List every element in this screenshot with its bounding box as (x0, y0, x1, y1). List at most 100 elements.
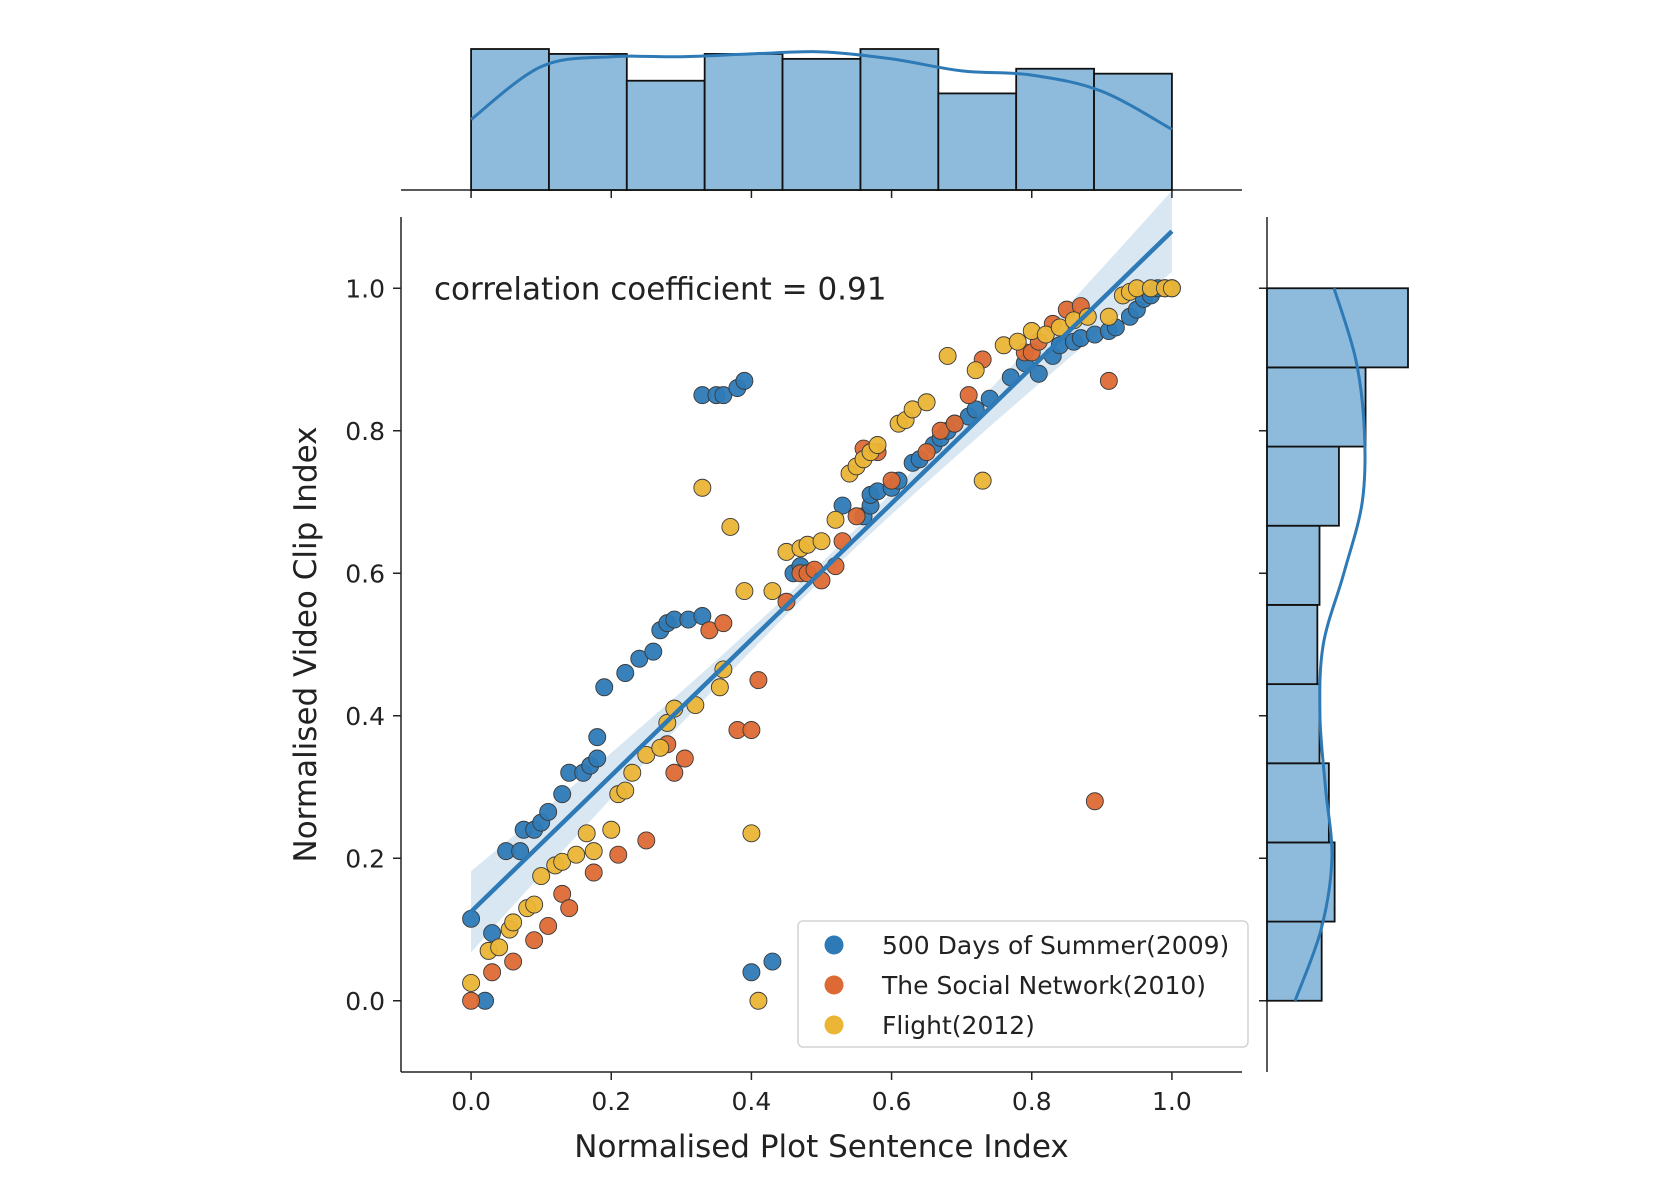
data-point (973, 471, 992, 490)
data-point (826, 510, 845, 529)
data-point (882, 471, 901, 490)
data-point (749, 991, 768, 1010)
data-point (1029, 364, 1048, 383)
data-point (651, 738, 670, 757)
data-point (1050, 318, 1069, 337)
x-tick-label: 0.4 (732, 1087, 772, 1116)
data-point (966, 361, 985, 380)
right-marginal-histogram (1259, 217, 1409, 1072)
data-point (763, 952, 782, 971)
legend-label: Flight(2012) (882, 1011, 1035, 1040)
data-point (483, 924, 502, 943)
y-tick-label: 1.0 (345, 274, 385, 303)
top-kde-curve (470, 50, 1173, 131)
data-point (710, 678, 729, 697)
data-point (693, 607, 712, 625)
data-point (588, 728, 607, 747)
y-tick-label: 0.2 (345, 844, 385, 873)
data-point (616, 664, 635, 682)
data-point (644, 642, 663, 661)
data-point (735, 582, 754, 601)
data-point (595, 678, 614, 697)
data-point (700, 621, 719, 640)
data-point (675, 749, 694, 768)
data-point (553, 852, 572, 871)
data-point (665, 763, 684, 782)
data-point (637, 831, 656, 850)
right-kde-curve (1293, 287, 1367, 1002)
right-histogram-bar (1266, 524, 1321, 606)
y-axis-label: Normalised Video Clip Index (288, 427, 324, 863)
data-point (616, 781, 635, 800)
legend-label: 500 Days of Summer(2009) (882, 931, 1229, 960)
x-tick-label: 0.6 (872, 1087, 912, 1116)
data-point (1162, 279, 1181, 298)
legend-marker (824, 1015, 844, 1035)
data-point (602, 820, 621, 839)
top-histogram-bar (625, 79, 706, 191)
data-point (462, 973, 481, 992)
data-point (763, 582, 782, 601)
data-point (637, 745, 656, 764)
legend-box (797, 920, 1249, 1048)
data-point (490, 938, 509, 957)
data-point (917, 443, 936, 462)
data-point (812, 532, 831, 551)
data-point (462, 991, 481, 1010)
data-point (539, 916, 558, 935)
data-point (539, 802, 558, 821)
data-point (584, 863, 603, 882)
data-point (742, 721, 761, 739)
top-histogram-bar (781, 57, 862, 191)
top-histogram-bar (548, 53, 628, 191)
correlation-annotation: correlation coefficient = 0.91 (434, 271, 886, 307)
data-point (525, 895, 544, 914)
data-point (917, 393, 936, 412)
x-tick-label: 0.2 (591, 1087, 631, 1116)
right-histogram-bar (1266, 683, 1321, 765)
top-marginal-histogram (401, 48, 1242, 198)
data-point (504, 952, 523, 971)
data-point (577, 824, 596, 843)
data-point (1008, 332, 1027, 351)
legend-marker (824, 975, 844, 995)
data-point (1078, 307, 1097, 326)
data-point (462, 909, 481, 928)
data-point (1099, 371, 1118, 390)
top-histogram-bar (1093, 72, 1173, 191)
right-histogram-bar (1266, 603, 1319, 686)
data-point (777, 592, 796, 611)
data-point (742, 963, 761, 982)
legend-marker (824, 935, 844, 955)
data-point (532, 867, 551, 886)
data-point (511, 842, 530, 861)
legend-label: The Social Network(2010) (881, 971, 1206, 1000)
data-point (714, 614, 733, 633)
data-point (959, 386, 978, 405)
x-axis-label: Normalised Plot Sentence Index (574, 1129, 1068, 1165)
data-point (1036, 325, 1055, 344)
data-point (931, 421, 950, 440)
data-point (623, 763, 642, 782)
data-point (833, 496, 852, 515)
x-tick-label: 1.0 (1152, 1087, 1192, 1116)
right-histogram-bar (1266, 366, 1367, 448)
data-point (868, 436, 887, 454)
data-point (588, 749, 607, 768)
y-tick-label: 0.6 (345, 559, 385, 588)
top-histogram-bar (703, 53, 784, 191)
data-point (847, 507, 866, 526)
data-point (735, 371, 754, 390)
y-tick-label: 0.0 (345, 987, 385, 1016)
data-point (714, 386, 733, 405)
data-point (560, 899, 579, 918)
top-histogram-bar (859, 48, 940, 191)
x-tick-label: 0.8 (1012, 1087, 1052, 1116)
data-point (609, 845, 628, 864)
right-histogram-bar (1266, 762, 1330, 844)
data-point (630, 649, 649, 668)
data-point (721, 517, 740, 536)
x-tick-label: 0.0 (451, 1087, 491, 1116)
data-point (504, 913, 523, 932)
